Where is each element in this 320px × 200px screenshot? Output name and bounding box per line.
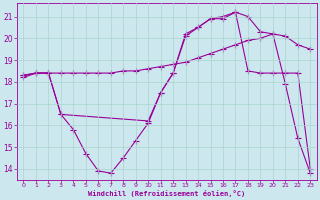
X-axis label: Windchill (Refroidissement éolien,°C): Windchill (Refroidissement éolien,°C) <box>88 190 245 197</box>
